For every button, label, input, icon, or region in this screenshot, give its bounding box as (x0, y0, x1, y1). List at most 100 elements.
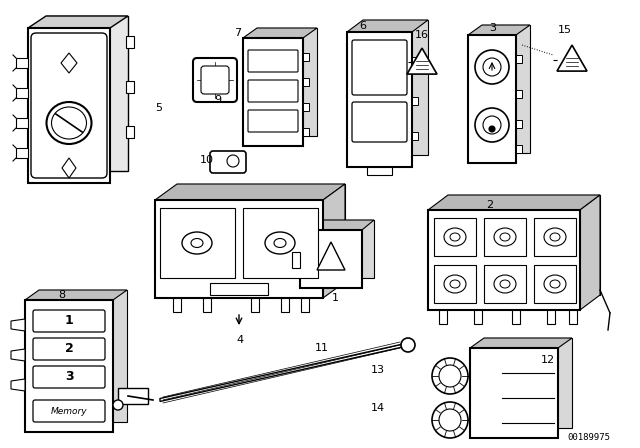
FancyBboxPatch shape (31, 33, 107, 178)
Ellipse shape (489, 126, 495, 132)
Ellipse shape (475, 108, 509, 142)
Ellipse shape (450, 280, 460, 288)
Text: 5: 5 (155, 103, 162, 113)
Text: 8: 8 (58, 290, 65, 300)
Ellipse shape (439, 365, 461, 387)
Text: 2: 2 (486, 200, 493, 210)
Polygon shape (62, 158, 76, 178)
Polygon shape (11, 319, 25, 331)
Polygon shape (317, 242, 345, 270)
Text: 12: 12 (541, 355, 555, 365)
Ellipse shape (500, 233, 510, 241)
Polygon shape (448, 195, 600, 295)
Text: 9: 9 (214, 95, 221, 105)
FancyBboxPatch shape (193, 58, 237, 102)
Bar (516, 90, 522, 98)
Polygon shape (312, 220, 374, 278)
Bar (474, 310, 482, 324)
FancyBboxPatch shape (248, 80, 298, 102)
FancyBboxPatch shape (352, 102, 407, 142)
Bar (126, 36, 134, 48)
FancyBboxPatch shape (248, 110, 298, 132)
FancyBboxPatch shape (210, 151, 246, 173)
Bar (434, 265, 476, 303)
Ellipse shape (444, 275, 466, 293)
Polygon shape (257, 28, 317, 136)
FancyBboxPatch shape (248, 50, 298, 72)
Bar (292, 252, 300, 268)
Text: 7: 7 (234, 28, 241, 38)
Bar (547, 310, 555, 324)
Bar (173, 298, 181, 312)
Bar (251, 298, 259, 312)
Polygon shape (16, 58, 28, 68)
Polygon shape (61, 53, 77, 73)
Bar (569, 310, 577, 324)
FancyBboxPatch shape (33, 338, 105, 360)
Polygon shape (363, 20, 428, 155)
Polygon shape (28, 16, 128, 28)
Ellipse shape (494, 228, 516, 246)
Bar (516, 55, 522, 63)
Polygon shape (323, 184, 345, 298)
Polygon shape (300, 230, 362, 288)
Text: 14: 14 (371, 403, 385, 413)
Polygon shape (11, 379, 25, 391)
Ellipse shape (182, 232, 212, 254)
Polygon shape (470, 348, 558, 438)
Polygon shape (16, 88, 28, 98)
Ellipse shape (494, 275, 516, 293)
Ellipse shape (483, 116, 501, 134)
Ellipse shape (550, 280, 560, 288)
Polygon shape (557, 45, 587, 71)
Polygon shape (347, 32, 412, 167)
Polygon shape (468, 35, 516, 163)
Text: 1: 1 (332, 293, 339, 303)
Ellipse shape (483, 58, 501, 76)
Bar (126, 81, 134, 93)
Ellipse shape (544, 228, 566, 246)
Bar (118, 388, 148, 404)
Polygon shape (155, 184, 345, 200)
Bar (367, 167, 392, 175)
Polygon shape (155, 200, 323, 298)
Text: 3: 3 (65, 370, 74, 383)
Ellipse shape (444, 228, 466, 246)
Ellipse shape (500, 280, 510, 288)
Bar (303, 103, 309, 111)
Text: 15: 15 (558, 25, 572, 35)
Text: 2: 2 (65, 343, 74, 356)
Bar (303, 78, 309, 86)
Polygon shape (11, 349, 25, 361)
Bar (412, 57, 418, 65)
Bar (301, 298, 309, 312)
Text: 16: 16 (415, 30, 429, 40)
Polygon shape (28, 28, 110, 183)
FancyBboxPatch shape (33, 366, 105, 388)
Polygon shape (482, 25, 530, 153)
Polygon shape (428, 195, 600, 210)
Polygon shape (16, 118, 28, 128)
FancyBboxPatch shape (33, 310, 105, 332)
Bar (516, 145, 522, 153)
Bar (434, 218, 476, 256)
Polygon shape (428, 210, 580, 310)
Polygon shape (46, 16, 128, 171)
Bar (534, 218, 576, 256)
Text: 13: 13 (371, 365, 385, 375)
Polygon shape (468, 25, 530, 35)
Polygon shape (407, 48, 437, 74)
Bar (516, 120, 522, 128)
Ellipse shape (47, 102, 92, 144)
Polygon shape (160, 344, 405, 401)
Polygon shape (177, 184, 345, 282)
FancyBboxPatch shape (352, 40, 407, 95)
Ellipse shape (51, 107, 86, 139)
Text: 4: 4 (236, 335, 244, 345)
Bar (203, 298, 211, 312)
Ellipse shape (432, 402, 468, 438)
Bar (484, 265, 526, 303)
Bar (484, 218, 526, 256)
Bar (512, 310, 520, 324)
Bar (534, 265, 576, 303)
